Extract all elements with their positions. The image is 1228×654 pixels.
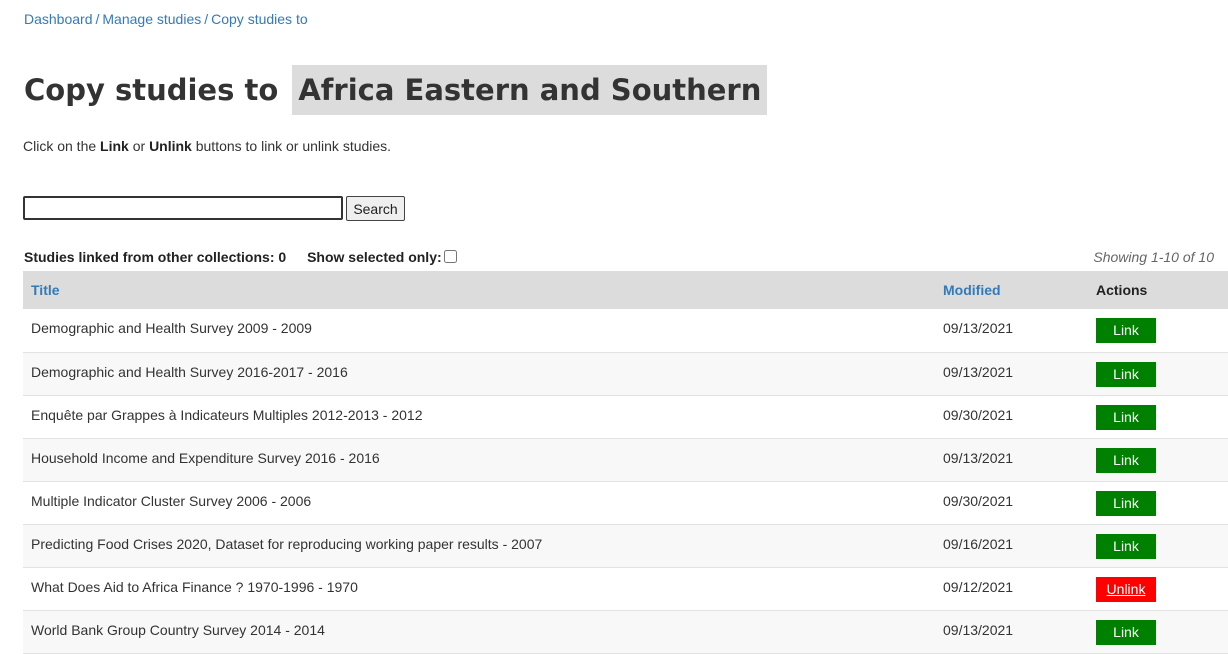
study-modified-date: 09/13/2021 bbox=[943, 621, 1014, 638]
table-row: Predicting Food Crises 2020, Dataset for… bbox=[23, 524, 1228, 567]
instructions-link-word: Link bbox=[100, 138, 129, 154]
breadcrumb-manage-studies[interactable]: Manage studies bbox=[102, 11, 202, 27]
table-row: Household Income and Expenditure Survey … bbox=[23, 438, 1228, 481]
study-actions: Link bbox=[1086, 610, 1228, 653]
study-modified-date: 09/30/2021 bbox=[943, 492, 1014, 509]
breadcrumb-copy-studies[interactable]: Copy studies to bbox=[211, 11, 308, 27]
show-selected-checkbox[interactable] bbox=[443, 250, 457, 263]
link-button[interactable]: Link bbox=[1096, 404, 1156, 430]
link-button[interactable]: Link bbox=[1096, 318, 1156, 343]
study-actions: Unlink bbox=[1086, 567, 1228, 610]
study-actions: Link bbox=[1086, 481, 1228, 524]
study-title: Demographic and Health Survey 2009 - 200… bbox=[31, 320, 312, 336]
showing-count: Showing 1-10 of 10 bbox=[1093, 249, 1214, 265]
table-row: Demographic and Health Survey 2009 - 200… bbox=[23, 309, 1228, 352]
study-actions: Link bbox=[1086, 309, 1228, 352]
search-button[interactable]: Search bbox=[346, 196, 405, 221]
column-header-title[interactable]: Title bbox=[31, 282, 60, 298]
page-title: Copy studies to Africa Eastern and South… bbox=[24, 65, 768, 115]
instructions-text: Click on the Link or Unlink buttons to l… bbox=[23, 138, 391, 154]
show-selected-label: Show selected only: bbox=[307, 249, 442, 265]
study-actions: Link bbox=[1086, 438, 1228, 481]
link-button[interactable]: Link bbox=[1096, 619, 1156, 645]
study-title: Multiple Indicator Cluster Survey 2006 -… bbox=[31, 492, 312, 509]
instructions-part-1: Click on the bbox=[23, 138, 101, 154]
linked-count-label: Studies linked from other collections: 0 bbox=[24, 249, 287, 265]
link-button[interactable]: Link bbox=[1096, 490, 1156, 516]
link-button[interactable]: Link bbox=[1096, 361, 1156, 387]
study-title: World Bank Group Country Survey 2014 - 2… bbox=[31, 621, 325, 638]
study-title: Demographic and Health Survey 2016-2017 … bbox=[31, 363, 348, 380]
instructions-part-3: buttons to link or unlink studies. bbox=[191, 138, 392, 154]
instructions-unlink-word: Unlink bbox=[149, 138, 192, 154]
table-row: World Bank Group Country Survey 2014 - 2… bbox=[23, 610, 1228, 653]
study-title: Household Income and Expenditure Survey … bbox=[31, 449, 380, 466]
study-actions: Link bbox=[1086, 524, 1228, 567]
unlink-button[interactable]: Unlink bbox=[1096, 576, 1156, 602]
study-title: Enquête par Grappes à Indicateurs Multip… bbox=[31, 406, 423, 423]
breadcrumb-separator: / bbox=[95, 11, 100, 27]
breadcrumb-dashboard[interactable]: Dashboard bbox=[24, 11, 93, 27]
study-title: Predicting Food Crises 2020, Dataset for… bbox=[31, 535, 543, 552]
column-header-modified[interactable]: Modified bbox=[943, 282, 1001, 298]
table-row: Demographic and Health Survey 2016-2017 … bbox=[23, 352, 1228, 395]
study-modified-date: 09/16/2021 bbox=[943, 535, 1014, 552]
table-row: What Does Aid to Africa Finance ? 1970-1… bbox=[23, 567, 1228, 610]
study-actions: Link bbox=[1086, 352, 1228, 395]
study-modified-date: 09/12/2021 bbox=[943, 578, 1014, 595]
study-title: What Does Aid to Africa Finance ? 1970-1… bbox=[31, 578, 358, 595]
table-row: Enquête par Grappes à Indicateurs Multip… bbox=[23, 395, 1228, 438]
page-title-prefix: Copy studies to bbox=[24, 73, 279, 107]
breadcrumb: Dashboard / Manage studies / Copy studies to bbox=[24, 11, 308, 27]
stats-bar: Studies linked from other collections: 0… bbox=[24, 249, 457, 265]
study-modified-date: 09/13/2021 bbox=[943, 363, 1014, 380]
breadcrumb-separator: / bbox=[204, 11, 209, 27]
column-header-actions: Actions bbox=[1096, 282, 1148, 298]
study-modified-date: 09/30/2021 bbox=[943, 406, 1014, 423]
studies-table: Title Modified Actions Demographic and H… bbox=[23, 271, 1228, 654]
instructions-part-2: or bbox=[128, 138, 150, 154]
table-header-row: Title Modified Actions bbox=[23, 271, 1228, 309]
search-input[interactable] bbox=[23, 196, 343, 220]
link-button[interactable]: Link bbox=[1096, 447, 1156, 473]
study-modified-date: 09/13/2021 bbox=[943, 320, 1014, 336]
table-row: Multiple Indicator Cluster Survey 2006 -… bbox=[23, 481, 1228, 524]
study-modified-date: 09/13/2021 bbox=[943, 449, 1014, 466]
collection-name: Africa Eastern and Southern bbox=[292, 65, 768, 115]
link-button[interactable]: Link bbox=[1096, 533, 1156, 559]
study-actions: Link bbox=[1086, 395, 1228, 438]
